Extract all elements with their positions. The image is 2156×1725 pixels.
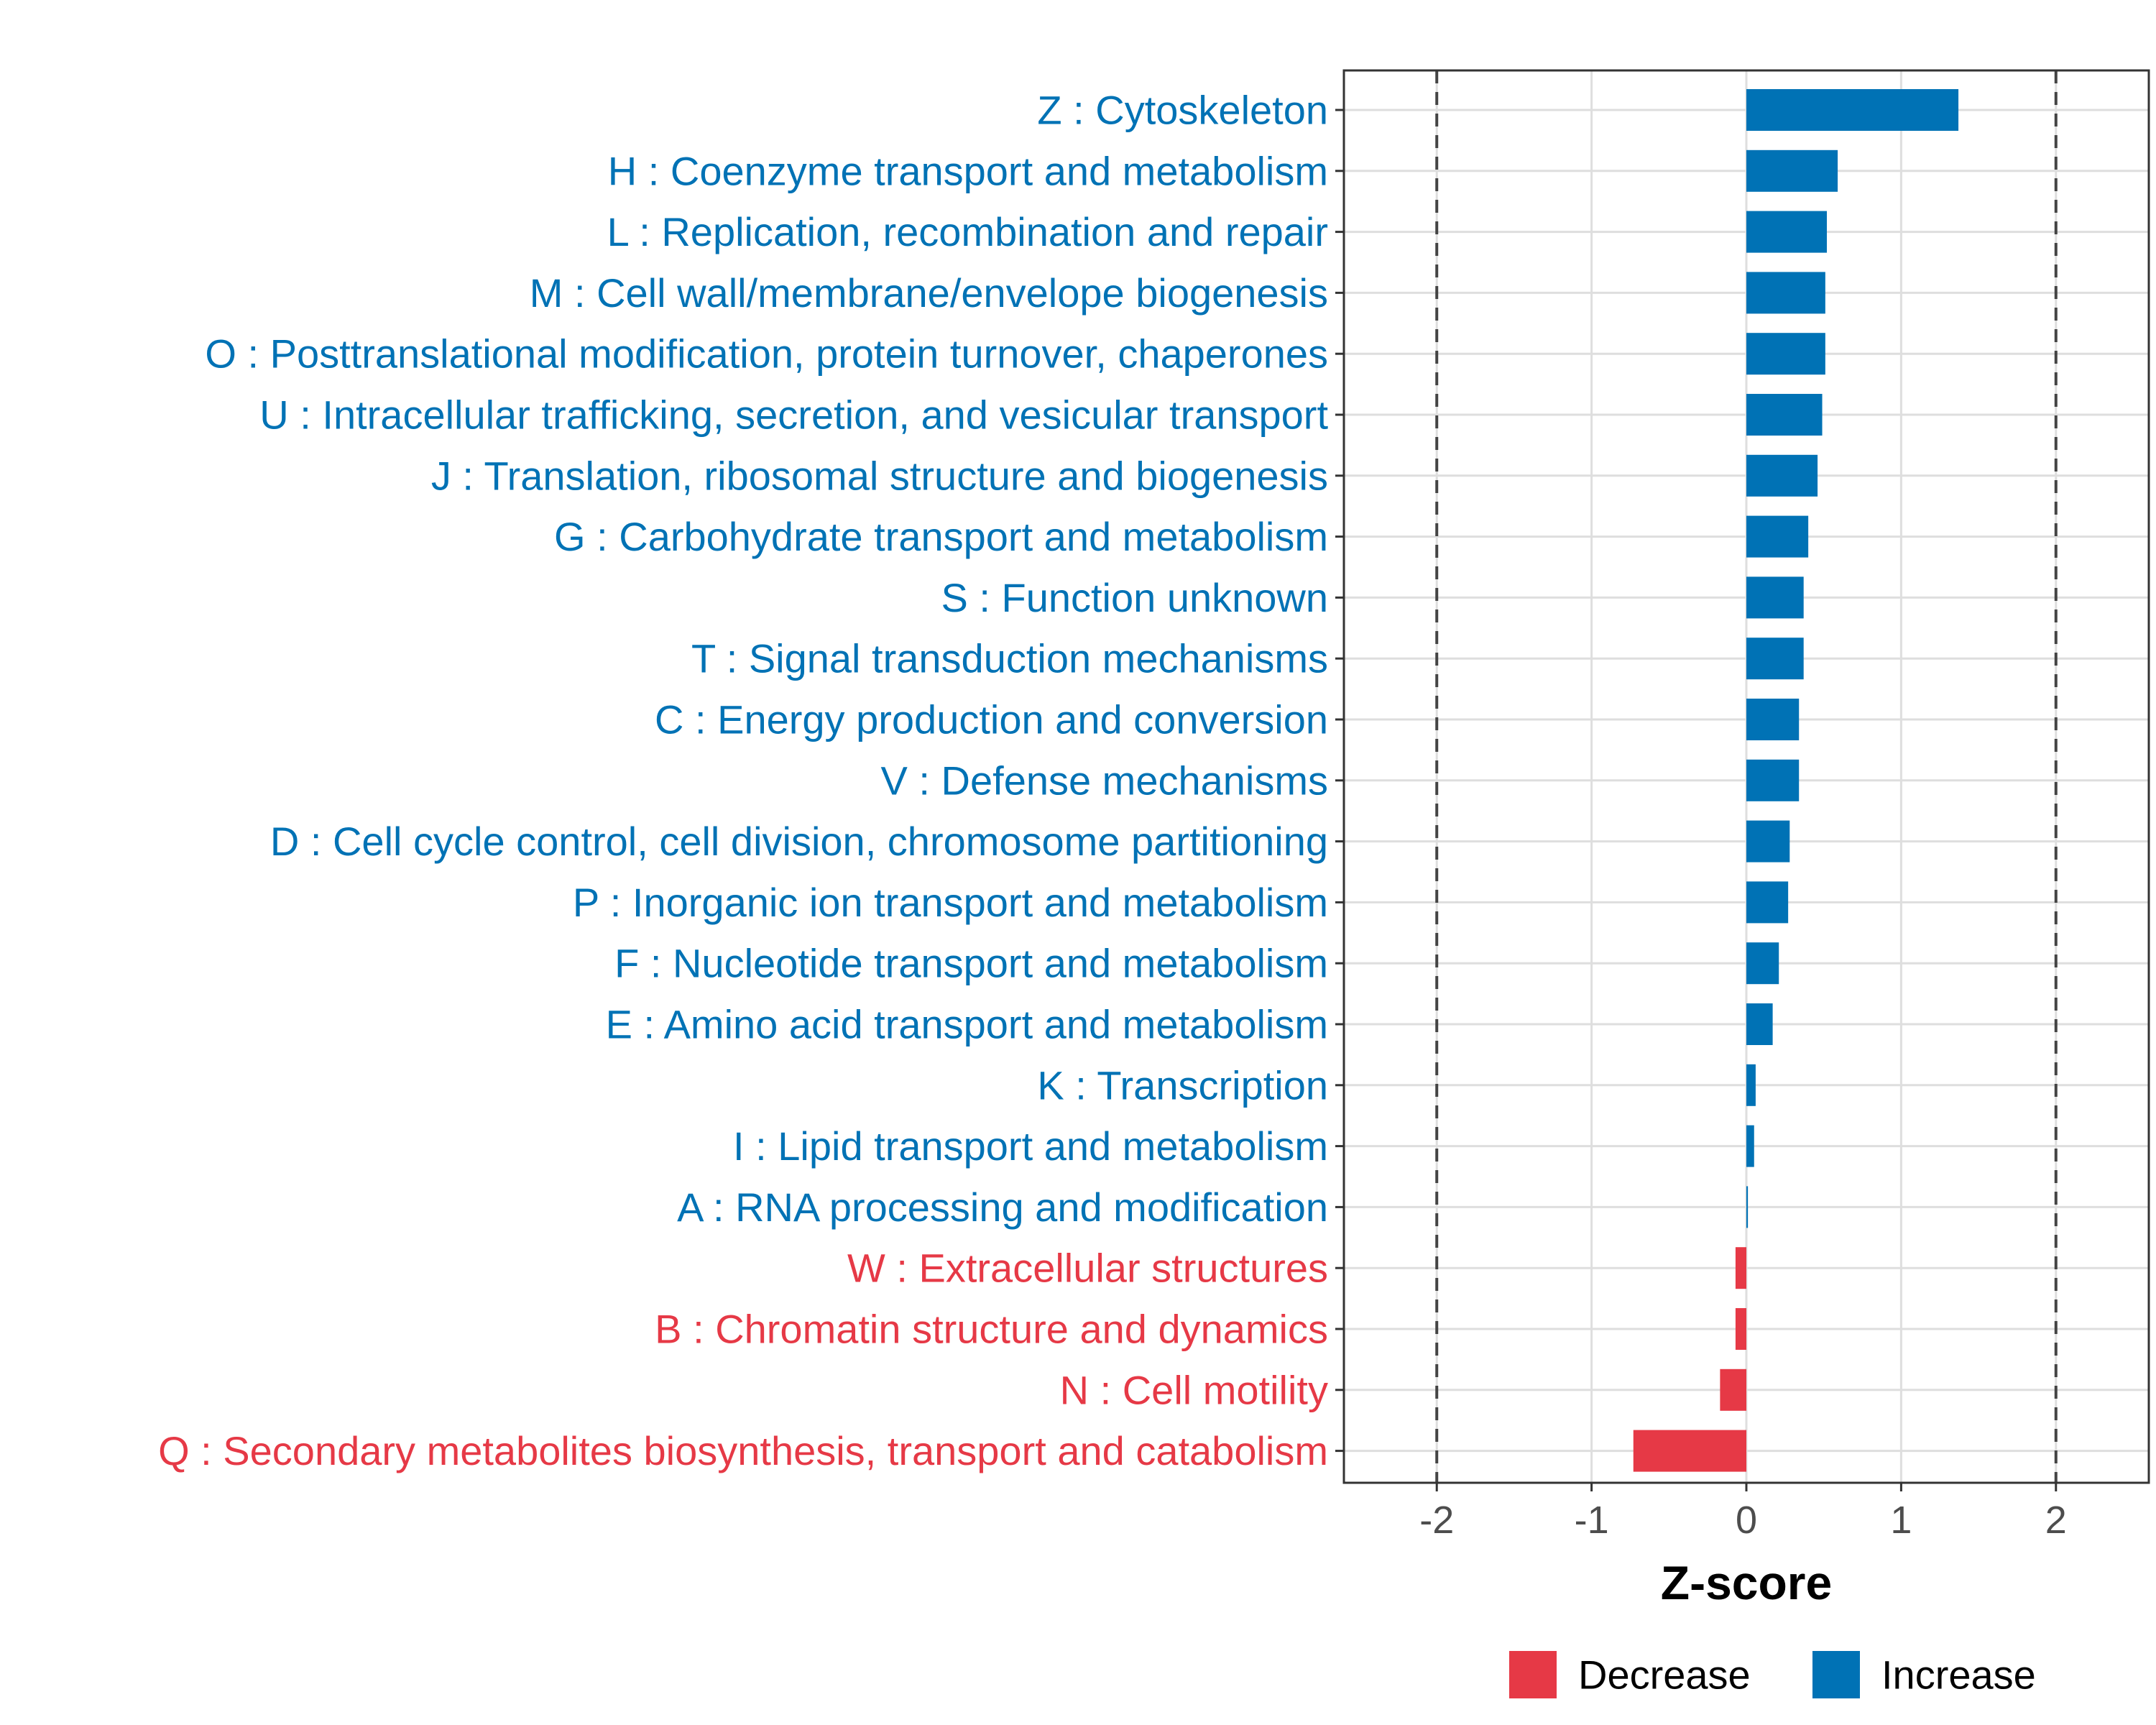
x-tick-label: 1 <box>1890 1499 1912 1542</box>
bar <box>1746 1125 1754 1167</box>
bar <box>1746 211 1827 253</box>
bar <box>1746 1003 1773 1045</box>
category-label: K : Transcription <box>1037 1062 1328 1108</box>
category-label: G : Carbohydrate transport and metabolis… <box>554 514 1328 559</box>
bar <box>1746 515 1809 558</box>
bar <box>1735 1308 1746 1350</box>
category-label: W : Extracellular structures <box>847 1246 1328 1291</box>
bar <box>1746 820 1790 862</box>
category-label: U : Intracellular trafficking, secretion… <box>259 392 1328 438</box>
category-label: Z : Cytoskeleton <box>1037 88 1328 133</box>
bar <box>1746 394 1823 436</box>
bar <box>1746 454 1818 497</box>
category-label: A : RNA processing and modification <box>677 1184 1328 1230</box>
bar <box>1746 1064 1756 1106</box>
category-label: L : Replication, recombination and repai… <box>607 209 1328 254</box>
bar <box>1735 1247 1746 1289</box>
bar <box>1746 699 1800 740</box>
bar <box>1746 150 1838 192</box>
bar <box>1746 1186 1749 1228</box>
bar <box>1746 333 1825 375</box>
category-label: C : Energy production and conversion <box>655 697 1328 742</box>
category-label: Q : Secondary metabolites biosynthesis, … <box>158 1428 1328 1473</box>
legend: Decrease Increase <box>1509 1651 2036 1698</box>
category-label: M : Cell wall/membrane/envelope biogenes… <box>530 270 1328 316</box>
category-label: O : Posttranslational modification, prot… <box>205 331 1328 377</box>
x-axis-ticks: -2 -1 0 1 2 <box>1419 1483 2067 1542</box>
bar <box>1746 881 1789 924</box>
reference-lines <box>1435 70 2058 1483</box>
x-tick-label: -2 <box>1419 1499 1454 1542</box>
x-tick-label: -1 <box>1575 1499 1609 1542</box>
category-label: P : Inorganic ion transport and metaboli… <box>573 880 1328 925</box>
category-label: D : Cell cycle control, cell division, c… <box>270 819 1328 864</box>
category-label: S : Function unknown <box>941 575 1328 620</box>
y-axis-ticks: Z : Cytoskeleton H : Coenzyme transport a… <box>158 88 1344 1473</box>
bar <box>1633 1430 1746 1472</box>
bar <box>1746 638 1804 680</box>
bar <box>1746 759 1800 801</box>
x-tick-label: 2 <box>2045 1499 2067 1542</box>
bar <box>1746 942 1779 985</box>
category-label: V : Defense mechanisms <box>881 758 1328 803</box>
category-label: T : Signal transduction mechanisms <box>691 636 1328 681</box>
x-tick-label: 0 <box>1736 1499 1757 1542</box>
bars <box>1633 89 1959 1472</box>
category-label: E : Amino acid transport and metabolism <box>606 1002 1328 1047</box>
category-label: J : Translation, ribosomal structure and… <box>431 453 1328 498</box>
category-label: I : Lipid transport and metabolism <box>733 1123 1328 1169</box>
bar <box>1746 576 1804 619</box>
category-label: B : Chromatin structure and dynamics <box>655 1307 1328 1352</box>
legend-swatch <box>1509 1651 1557 1698</box>
x-axis-title: Z-score <box>1661 1556 1832 1609</box>
legend-label: Decrease <box>1578 1652 1751 1698</box>
bar <box>1746 89 1959 131</box>
category-label: H : Coenzyme transport and metabolism <box>608 148 1328 193</box>
legend-swatch <box>1812 1651 1860 1698</box>
category-label: N : Cell motility <box>1060 1367 1328 1412</box>
category-label: F : Nucleotide transport and metabolism <box>614 941 1328 986</box>
legend-label: Increase <box>1881 1652 2036 1698</box>
bar <box>1720 1368 1746 1411</box>
bar <box>1746 272 1825 314</box>
